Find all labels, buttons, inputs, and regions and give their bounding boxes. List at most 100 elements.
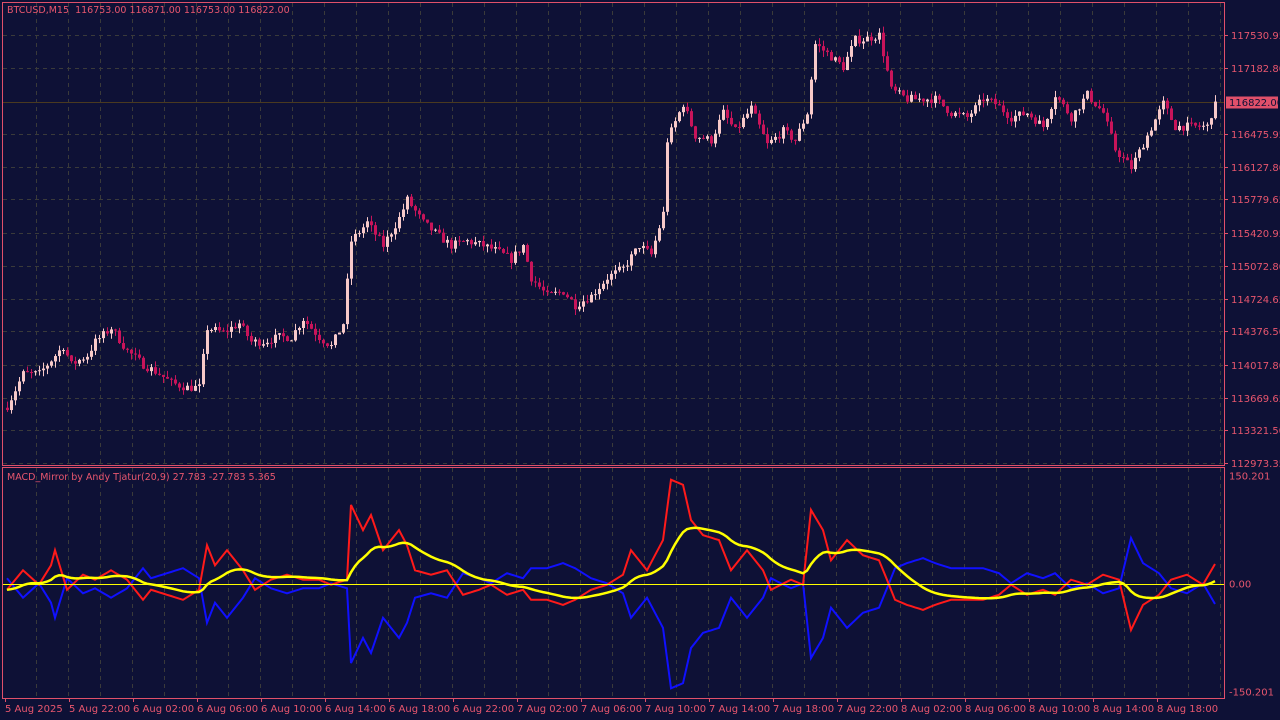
symbol-header: BTCUSD,M15 116753.00 116871.00 116753.00… [7,5,290,16]
bear-candle [1010,117,1013,122]
bull-candle [714,133,717,144]
bull-candle [918,98,921,100]
bull-candle [406,196,409,210]
bear-candle [414,206,417,211]
bear-candle [178,383,181,388]
bull-candle [230,326,233,332]
bear-candle [586,301,589,303]
bear-candle [162,374,165,377]
bear-candle [1030,113,1033,118]
bear-candle [726,109,729,118]
bear-candle [958,112,961,114]
bear-candle [1106,112,1109,122]
bull-candle [598,288,601,295]
bull-candle [814,44,817,80]
bull-candle [202,353,205,385]
price-tick-label: 113321.50 [1231,426,1280,437]
bull-candle [18,381,21,392]
bear-candle [686,106,689,112]
bear-candle [170,378,173,380]
bull-candle [1074,110,1077,122]
price-tick-label: 117530.95 [1231,31,1280,42]
bull-candle [1134,157,1137,170]
bear-candle [1118,150,1121,158]
bear-candle [1122,157,1125,159]
bear-candle [646,245,649,249]
bull-candle [1186,122,1189,131]
bear-candle [166,376,169,379]
bull-candle [78,359,81,364]
time-label: 7 Aug 18:00 [773,704,834,715]
bear-candle [694,126,697,139]
bull-candle [986,98,989,102]
bear-candle [70,355,73,362]
bull-candle [662,211,665,229]
bear-candle [426,219,429,223]
bear-candle [242,323,245,326]
bull-candle [1154,119,1157,131]
bear-candle [450,239,453,249]
bull-candle [194,385,197,391]
bull-candle [798,128,801,141]
bull-candle [1050,109,1053,119]
bull-candle [722,109,725,120]
bull-candle [362,227,365,234]
bear-candle [310,324,313,329]
bull-candle [970,113,973,117]
signal-line [6,526,1216,600]
bear-candle [134,353,137,355]
time-label: 6 Aug 10:00 [261,704,322,715]
price-tick-label: 112973.35 [1231,459,1280,470]
bear-candle [906,95,909,102]
bear-candle [762,124,765,135]
bear-candle [118,330,121,344]
bull-candle [350,241,353,279]
bear-candle [1094,101,1097,107]
bull-candle [522,245,525,253]
bear-candle [990,98,993,100]
bear-candle [570,297,573,300]
bull-candle [454,240,457,249]
bear-candle [246,325,249,337]
bear-candle [1114,133,1117,151]
bear-candle [1070,113,1073,122]
price-axis[interactable]: 117530.95 117182.80 116475.95 116127.80 1157… [1224,31,1280,699]
bear-candle [1066,104,1069,114]
bear-candle [418,210,421,215]
time-label: 5 Aug 22:00 [69,704,130,715]
bull-candle [554,291,557,293]
bull-candle [810,79,813,115]
bull-candle [22,371,25,382]
bull-candle [342,324,345,333]
bear-candle [1102,108,1105,113]
bear-candle [1170,108,1173,120]
bull-candle [1178,125,1181,131]
bear-candle [966,113,969,117]
bear-candle [882,32,885,57]
indicator-tick-label: -150.201 [1229,688,1274,699]
bear-candle [158,373,161,375]
current-price-badge [1226,96,1278,109]
bear-candle [470,240,473,245]
bear-candle [410,196,413,207]
bear-candle [794,139,797,141]
bull-candle [606,279,609,284]
time-label: 7 Aug 02:00 [517,704,578,715]
bull-candle [610,273,613,280]
bear-candle [858,35,861,44]
indicator-tick-label: 150.201 [1229,472,1270,483]
bear-candle [982,99,985,102]
bull-candle [1018,111,1021,116]
bull-candle [746,113,749,118]
time-axis[interactable]: 5 Aug 2025 5 Aug 22:00 6 Aug 02:00 6 Aug 06… [5,698,1218,715]
bear-candle [1034,117,1037,124]
bull-candle [626,265,629,267]
bear-candle [1110,121,1113,134]
bull-candle [846,56,849,71]
bear-candle [370,221,373,226]
bull-candle [614,270,617,274]
bull-candle [254,339,257,342]
bull-candle [274,334,277,343]
bull-candle [186,385,189,391]
